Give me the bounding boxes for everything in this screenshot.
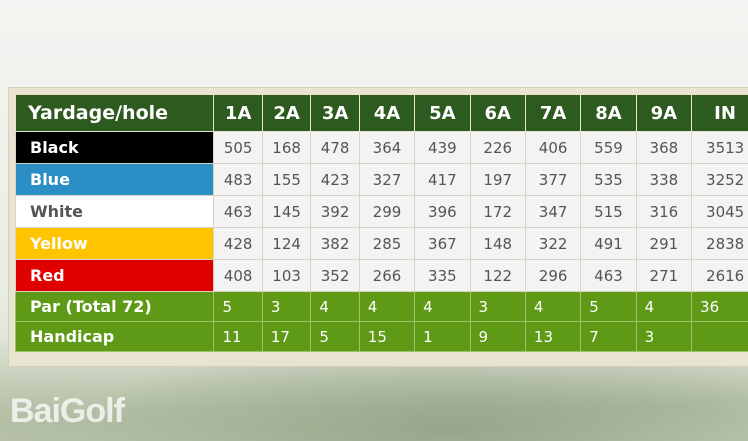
par-row: Par (Total 72) 5 3 4 4 4 3 4 5 4 36	[14, 291, 748, 322]
yardage-cell: 406	[524, 131, 582, 164]
handicap-label: Handicap	[14, 321, 215, 352]
yardage-cell: 299	[358, 195, 416, 228]
hole-header: 4A	[358, 94, 416, 132]
yardage-cell: 535	[580, 163, 637, 196]
yardage-header-label: Yardage/hole	[14, 94, 215, 132]
handicap-cell: 7	[580, 321, 637, 352]
handicap-cell: 5	[310, 321, 360, 352]
yardage-cell: 417	[414, 163, 471, 196]
handicap-cell: 11	[213, 321, 263, 352]
yardage-cell: 271	[635, 259, 693, 292]
tee-label-blue: Blue	[14, 163, 215, 196]
yardage-cell: 428	[213, 227, 263, 260]
yardage-cell: 226	[469, 131, 526, 164]
total-in-header: IN	[691, 94, 748, 132]
yardage-cell: 382	[310, 227, 360, 260]
yardage-cell: 478	[310, 131, 360, 164]
yardage-total-cell: 2838	[691, 227, 748, 260]
tee-row-black: Black 505 168 478 364 439 226 406 559 36…	[14, 131, 748, 164]
tee-label-white: White	[14, 195, 215, 228]
handicap-row: Handicap 11 17 5 15 1 9 13 7 3	[14, 321, 748, 352]
tee-label-black: Black	[14, 131, 215, 164]
yardage-cell: 155	[261, 163, 312, 196]
yardage-cell: 291	[635, 227, 693, 260]
yardage-total-cell: 3252	[691, 163, 748, 196]
header-row: Yardage/hole 1A 2A 3A 4A 5A 6A 7A 8A 9A …	[14, 94, 748, 132]
par-cell: 3	[261, 291, 312, 322]
yardage-cell: 316	[635, 195, 693, 228]
yardage-cell: 367	[414, 227, 471, 260]
scorecard-panel: Yardage/hole 1A 2A 3A 4A 5A 6A 7A 8A 9A …	[8, 87, 748, 367]
yardage-cell: 396	[414, 195, 471, 228]
yardage-cell: 172	[469, 195, 526, 228]
hole-header: 2A	[261, 94, 312, 132]
hole-header: 3A	[310, 94, 360, 132]
par-cell: 4	[524, 291, 582, 322]
yardage-cell: 408	[213, 259, 263, 292]
hole-header: 6A	[469, 94, 526, 132]
yardage-cell: 145	[261, 195, 312, 228]
yardage-table: Yardage/hole 1A 2A 3A 4A 5A 6A 7A 8A 9A …	[14, 94, 748, 352]
par-cell: 5	[580, 291, 637, 322]
par-cell: 4	[635, 291, 693, 322]
hole-header: 7A	[524, 94, 582, 132]
par-cell: 4	[358, 291, 416, 322]
hole-header: 9A	[635, 94, 693, 132]
yardage-cell: 439	[414, 131, 471, 164]
par-total-cell: 36	[691, 291, 748, 322]
handicap-cell: 1	[414, 321, 471, 352]
tee-row-red: Red 408 103 352 266 335 122 296 463 271 …	[14, 259, 748, 292]
par-cell: 4	[414, 291, 471, 322]
tee-label-red: Red	[14, 259, 215, 292]
yardage-cell: 515	[580, 195, 637, 228]
yardage-cell: 423	[310, 163, 360, 196]
yardage-cell: 559	[580, 131, 637, 164]
handicap-cell: 3	[635, 321, 693, 352]
yardage-cell: 285	[358, 227, 416, 260]
par-label: Par (Total 72)	[14, 291, 215, 322]
hole-header: 5A	[414, 94, 471, 132]
watermark-logo: BaiGolf	[10, 392, 125, 430]
yardage-cell: 505	[213, 131, 263, 164]
handicap-total-cell	[691, 321, 748, 352]
tee-label-yellow: Yellow	[14, 227, 215, 260]
par-cell: 4	[310, 291, 360, 322]
tee-row-white: White 463 145 392 299 396 172 347 515 31…	[14, 195, 748, 228]
yardage-cell: 122	[469, 259, 526, 292]
yardage-cell: 377	[524, 163, 582, 196]
par-cell: 5	[213, 291, 263, 322]
tee-row-blue: Blue 483 155 423 327 417 197 377 535 338…	[14, 163, 748, 196]
yardage-total-cell: 3513	[691, 131, 748, 164]
yardage-cell: 103	[261, 259, 312, 292]
yardage-cell: 463	[213, 195, 263, 228]
yardage-cell: 322	[524, 227, 582, 260]
yardage-cell: 168	[261, 131, 312, 164]
hole-header: 1A	[213, 94, 263, 132]
handicap-cell: 15	[358, 321, 416, 352]
yardage-cell: 347	[524, 195, 582, 228]
handicap-cell: 17	[261, 321, 312, 352]
handicap-cell: 13	[524, 321, 582, 352]
yardage-cell: 266	[358, 259, 416, 292]
yardage-cell: 124	[261, 227, 312, 260]
yardage-cell: 491	[580, 227, 637, 260]
hole-header: 8A	[580, 94, 637, 132]
yardage-cell: 392	[310, 195, 360, 228]
yardage-cell: 335	[414, 259, 471, 292]
yardage-cell: 463	[580, 259, 637, 292]
yardage-cell: 368	[635, 131, 693, 164]
yardage-cell: 364	[358, 131, 416, 164]
yardage-cell: 483	[213, 163, 263, 196]
par-cell: 3	[469, 291, 526, 322]
tee-row-yellow: Yellow 428 124 382 285 367 148 322 491 2…	[14, 227, 748, 260]
yardage-cell: 296	[524, 259, 582, 292]
yardage-cell: 197	[469, 163, 526, 196]
yardage-total-cell: 2616	[691, 259, 748, 292]
handicap-cell: 9	[469, 321, 526, 352]
yardage-total-cell: 3045	[691, 195, 748, 228]
yardage-cell: 352	[310, 259, 360, 292]
yardage-cell: 338	[635, 163, 693, 196]
yardage-cell: 148	[469, 227, 526, 260]
yardage-cell: 327	[358, 163, 416, 196]
